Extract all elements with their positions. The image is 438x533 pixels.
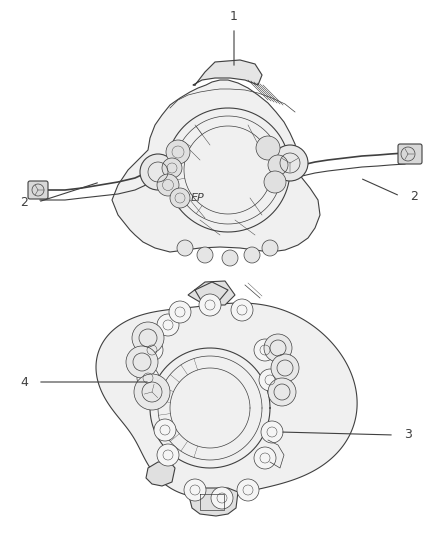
Circle shape	[140, 154, 176, 190]
Text: 2: 2	[410, 190, 418, 203]
Circle shape	[262, 240, 278, 256]
Circle shape	[169, 301, 191, 323]
Circle shape	[162, 158, 182, 178]
FancyBboxPatch shape	[28, 181, 48, 199]
Text: 1: 1	[230, 10, 238, 22]
Text: 4: 4	[20, 376, 28, 389]
Circle shape	[184, 479, 206, 501]
Circle shape	[170, 188, 190, 208]
Circle shape	[264, 334, 292, 362]
Circle shape	[132, 322, 164, 354]
Circle shape	[256, 136, 280, 160]
Circle shape	[126, 346, 158, 378]
Circle shape	[154, 419, 176, 441]
Circle shape	[157, 174, 179, 196]
Circle shape	[271, 354, 299, 382]
FancyBboxPatch shape	[398, 144, 422, 164]
Text: EP: EP	[191, 193, 205, 203]
Circle shape	[268, 378, 296, 406]
Circle shape	[166, 140, 190, 164]
Polygon shape	[193, 60, 262, 85]
Circle shape	[199, 294, 221, 316]
Circle shape	[254, 447, 276, 469]
Circle shape	[259, 369, 281, 391]
Polygon shape	[96, 303, 357, 497]
Circle shape	[141, 339, 163, 361]
Circle shape	[157, 314, 179, 336]
Circle shape	[177, 240, 193, 256]
Polygon shape	[146, 462, 175, 486]
Circle shape	[268, 155, 288, 175]
Circle shape	[222, 250, 238, 266]
Circle shape	[264, 171, 286, 193]
Circle shape	[134, 374, 170, 410]
Circle shape	[197, 247, 213, 263]
Circle shape	[244, 247, 260, 263]
Polygon shape	[112, 80, 320, 252]
Circle shape	[272, 145, 308, 181]
Text: 2: 2	[20, 196, 28, 208]
Circle shape	[237, 479, 259, 501]
Circle shape	[211, 487, 233, 509]
Circle shape	[231, 299, 253, 321]
Circle shape	[254, 339, 276, 361]
Polygon shape	[188, 488, 238, 516]
Text: 3: 3	[404, 429, 412, 441]
Circle shape	[261, 421, 283, 443]
Circle shape	[157, 444, 179, 466]
Circle shape	[137, 367, 159, 389]
Polygon shape	[188, 281, 235, 305]
